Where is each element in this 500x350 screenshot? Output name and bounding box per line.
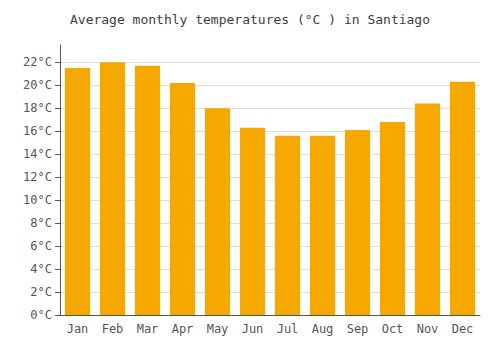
svg-text:Nov: Nov [417,322,439,336]
svg-text:12°C: 12°C [23,170,52,184]
svg-text:Jan: Jan [67,322,89,336]
svg-text:8°C: 8°C [30,216,52,230]
svg-text:16°C: 16°C [23,124,52,138]
svg-text:10°C: 10°C [23,193,52,207]
svg-text:Feb: Feb [102,322,124,336]
svg-text:May: May [207,322,229,336]
svg-text:Oct: Oct [382,322,404,336]
svg-text:0°C: 0°C [30,308,52,322]
svg-text:20°C: 20°C [23,78,52,92]
svg-text:Mar: Mar [137,322,159,336]
svg-text:Apr: Apr [172,322,194,336]
svg-text:Jun: Jun [242,322,264,336]
svg-text:Average monthly temperatures (: Average monthly temperatures (°C ) in Sa… [70,12,430,27]
svg-text:4°C: 4°C [30,262,52,276]
svg-text:2°C: 2°C [30,285,52,299]
svg-text:6°C: 6°C [30,239,52,253]
svg-text:Aug: Aug [312,322,334,336]
svg-text:Jul: Jul [277,322,299,336]
svg-text:Dec: Dec [452,322,474,336]
svg-text:22°C: 22°C [23,55,52,69]
svg-text:14°C: 14°C [23,147,52,161]
svg-text:Sep: Sep [347,322,369,336]
svg-text:18°C: 18°C [23,101,52,115]
